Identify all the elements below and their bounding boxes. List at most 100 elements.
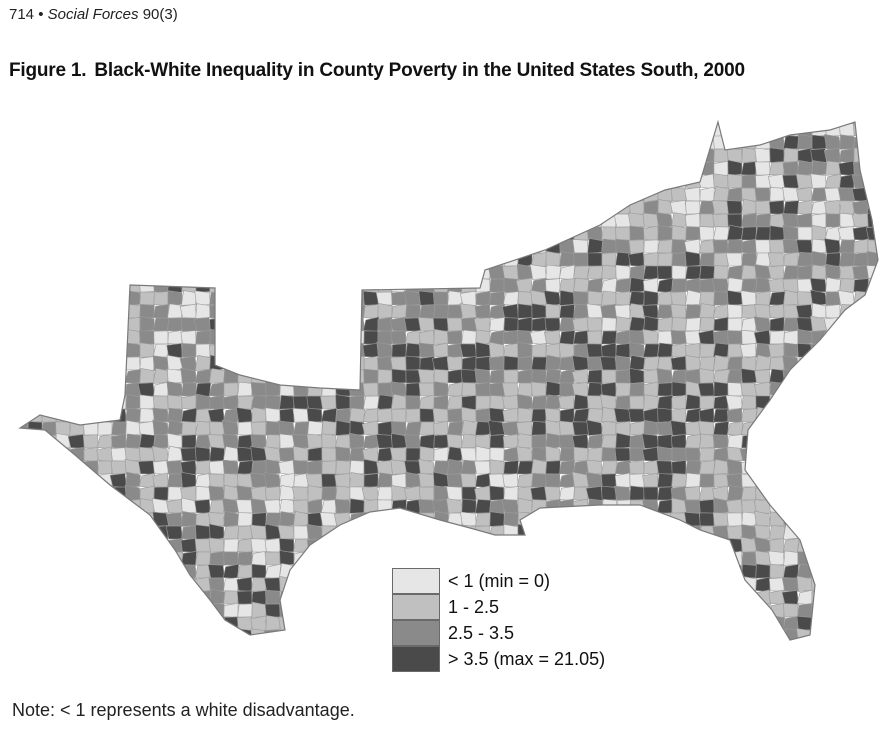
county-cell <box>27 134 44 150</box>
county-cell <box>867 511 878 528</box>
county-cell <box>376 251 393 267</box>
county-cell <box>867 550 878 566</box>
county-cell <box>699 226 715 241</box>
county-cell <box>769 161 786 176</box>
county-cell <box>699 538 715 553</box>
county-cell <box>96 538 113 553</box>
county-cell <box>391 122 407 124</box>
county-cell <box>138 589 155 605</box>
county-cell <box>811 458 827 475</box>
county-cell <box>615 355 631 371</box>
county-cell <box>279 251 295 267</box>
county-cell <box>880 421 891 435</box>
county-cell <box>152 173 170 189</box>
county-cell <box>502 291 520 306</box>
county-cell <box>153 122 169 124</box>
county-cell <box>362 316 380 333</box>
county-cell <box>293 213 309 228</box>
county-cell <box>783 329 799 345</box>
county-cell <box>826 642 841 655</box>
county-cell <box>110 551 127 566</box>
county-cell <box>867 446 878 462</box>
county-cell <box>740 290 757 306</box>
county-cell <box>810 473 827 488</box>
county-cell <box>139 408 155 423</box>
county-cell <box>125 159 141 176</box>
legend-swatch-lt1 <box>392 568 440 594</box>
county-cell <box>615 173 632 189</box>
county-cell <box>390 356 407 371</box>
county-cell <box>195 486 211 501</box>
county-cell <box>713 354 730 371</box>
county-cell <box>571 551 589 566</box>
county-cell <box>727 173 743 189</box>
county-cell <box>404 460 421 475</box>
county-cell <box>152 460 169 475</box>
county-cell <box>882 486 891 501</box>
county-cell <box>250 122 267 137</box>
county-cell <box>292 576 309 592</box>
county-cell <box>0 304 15 318</box>
county-cell <box>433 212 449 228</box>
county-cell <box>265 198 281 215</box>
county-cell <box>713 497 729 514</box>
county-cell <box>475 213 491 228</box>
county-cell <box>321 265 337 280</box>
county-cell <box>26 590 44 605</box>
county-cell <box>362 342 379 358</box>
county-cell <box>209 278 226 293</box>
county-cell <box>195 643 211 655</box>
county-cell <box>335 576 351 592</box>
county-cell <box>348 122 366 137</box>
county-cell <box>572 122 589 137</box>
county-cell <box>418 187 436 202</box>
county-cell <box>601 524 617 541</box>
county-cell <box>20 510 29 527</box>
county-cell <box>250 485 267 501</box>
county-cell <box>96 304 114 319</box>
county-cell <box>307 512 323 527</box>
county-cell <box>179 603 197 618</box>
county-cell <box>881 123 891 137</box>
county-cell <box>741 122 757 137</box>
county-cell <box>292 590 309 605</box>
county-cell <box>180 251 197 267</box>
county-cell <box>235 499 253 514</box>
county-cell <box>839 628 855 640</box>
county-cell <box>642 343 660 358</box>
county-cell <box>349 148 365 163</box>
county-cell <box>279 485 295 501</box>
county-cell <box>853 122 869 124</box>
county-cell <box>349 251 365 267</box>
county-cell <box>291 185 309 202</box>
county-cell <box>321 239 337 254</box>
county-cell <box>97 160 113 176</box>
county-cell <box>545 368 562 384</box>
county-cell <box>796 291 813 306</box>
county-cell <box>237 238 253 254</box>
county-cell <box>882 279 891 293</box>
county-cell <box>265 174 281 189</box>
county-cell <box>109 213 127 228</box>
county-cell <box>20 433 29 450</box>
county-cell <box>223 510 239 527</box>
county-cell <box>656 499 674 514</box>
county-cell <box>432 122 449 125</box>
county-cell <box>614 499 632 514</box>
county-cell <box>601 135 617 150</box>
county-cell <box>236 122 253 124</box>
county-cell <box>881 265 891 280</box>
county-cell <box>0 123 14 136</box>
county-cell <box>0 200 15 215</box>
county-cell <box>20 499 29 514</box>
county-cell <box>68 499 86 514</box>
county-cell <box>223 135 239 150</box>
county-cell <box>280 643 294 656</box>
county-cell <box>587 408 604 423</box>
county-cell <box>447 458 463 475</box>
county-cell <box>613 122 631 124</box>
county-cell <box>39 576 57 592</box>
county-cell <box>684 486 701 501</box>
county-cell <box>712 512 729 527</box>
county-cell <box>237 355 253 372</box>
